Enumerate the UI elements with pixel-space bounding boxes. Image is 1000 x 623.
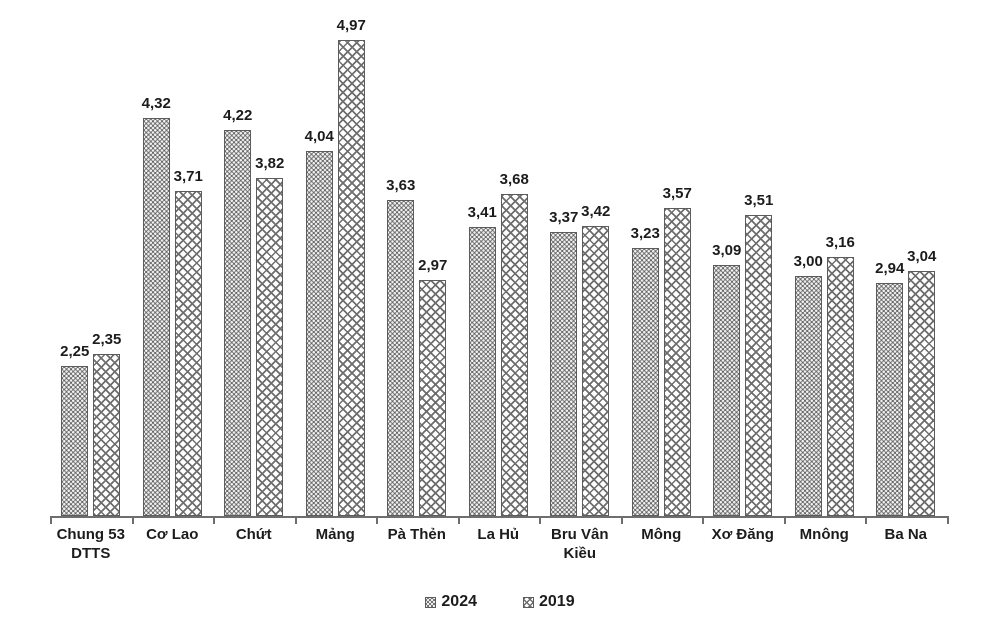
legend: 2024 2019 xyxy=(0,593,1000,611)
legend-item-2019: 2019 xyxy=(523,593,575,611)
bar-2024-4 xyxy=(387,200,415,516)
legend-swatch-2019-icon xyxy=(523,596,534,608)
x-axis-tick xyxy=(620,516,623,524)
x-axis-tick xyxy=(457,516,460,524)
bar-2024-7 xyxy=(631,248,659,516)
bar-2024-9 xyxy=(794,276,822,516)
x-axis-line xyxy=(50,516,949,518)
category-label-9: Mnông xyxy=(799,526,849,543)
bar-2024-3 xyxy=(305,151,333,516)
category-label-0: Chung 53 DTTS xyxy=(56,526,125,562)
bar-2024-5 xyxy=(468,227,496,516)
bar-2019-3 xyxy=(337,40,365,516)
x-axis-tick xyxy=(539,516,541,524)
category-label-7: Mông xyxy=(641,526,682,543)
value-label-2019-10: 3,04 xyxy=(907,248,937,265)
x-axis-tick xyxy=(376,516,378,524)
value-label-2024-8: 3,09 xyxy=(712,242,742,259)
bar-2024-2 xyxy=(224,130,252,516)
value-label-2019-7: 3,57 xyxy=(662,185,692,202)
bar-2024-6 xyxy=(550,232,578,516)
x-axis-tick xyxy=(702,516,704,524)
value-label-2024-4: 3,63 xyxy=(386,177,416,194)
value-label-2024-9: 3,00 xyxy=(793,253,823,270)
value-label-2024-7: 3,23 xyxy=(630,225,660,242)
bar-2019-5 xyxy=(500,194,528,516)
x-axis-tick xyxy=(865,516,867,524)
category-label-3: Mảng xyxy=(315,526,355,543)
bar-2019-2 xyxy=(256,178,284,516)
bar-2024-10 xyxy=(876,283,904,516)
bar-2019-7 xyxy=(663,208,691,516)
x-axis-tick xyxy=(946,516,949,524)
value-label-2019-8: 3,51 xyxy=(744,192,774,209)
value-label-2024-2: 4,22 xyxy=(223,107,253,124)
bar-2019-6 xyxy=(582,226,610,516)
legend-swatch-2024-icon xyxy=(425,596,437,608)
value-label-2019-5: 3,68 xyxy=(499,171,529,188)
value-label-2019-9: 3,16 xyxy=(825,234,855,251)
category-label-1: Cơ Lao xyxy=(146,526,199,543)
bar-2024-8 xyxy=(713,265,741,516)
x-axis-tick xyxy=(213,516,215,524)
value-label-2019-4: 2,97 xyxy=(418,257,448,274)
legend-item-2024: 2024 xyxy=(425,593,477,611)
value-label-2024-6: 3,37 xyxy=(549,209,579,226)
bar-2019-1 xyxy=(174,191,202,516)
category-label-4: Pà Thẻn xyxy=(387,526,446,543)
x-axis-tick xyxy=(50,516,52,524)
bar-2019-10 xyxy=(908,271,936,516)
value-label-2024-10: 2,94 xyxy=(875,260,905,277)
bar-2019-9 xyxy=(826,257,854,516)
value-label-2024-3: 4,04 xyxy=(304,128,334,145)
x-axis-tick xyxy=(294,516,297,524)
bar-2019-8 xyxy=(745,215,773,516)
value-label-2024-1: 4,32 xyxy=(141,95,171,112)
category-label-2: Chứt xyxy=(235,526,272,543)
value-label-2024-0: 2,25 xyxy=(60,343,90,360)
value-label-2019-2: 3,82 xyxy=(255,155,285,172)
value-label-2019-1: 3,71 xyxy=(173,168,203,185)
value-label-2019-0: 2,35 xyxy=(92,331,122,348)
bar-2024-0 xyxy=(61,366,89,516)
category-label-10: Ba Na xyxy=(884,526,928,543)
value-label-2024-5: 3,41 xyxy=(467,204,497,221)
legend-label-2019: 2019 xyxy=(539,593,575,610)
category-label-6: Bru Vân Kiều xyxy=(550,526,609,562)
bar-2019-4 xyxy=(419,280,447,516)
category-label-8: Xơ Đăng xyxy=(711,526,774,543)
x-axis-tick xyxy=(783,516,786,524)
x-axis-tick xyxy=(131,516,134,524)
bar-2019-0 xyxy=(93,354,121,516)
legend-label-2024: 2024 xyxy=(441,593,477,610)
category-label-5: La Hủ xyxy=(477,526,520,543)
bar-2024-1 xyxy=(142,118,170,516)
value-label-2019-3: 4,97 xyxy=(336,17,366,34)
value-label-2019-6: 3,42 xyxy=(581,203,611,220)
